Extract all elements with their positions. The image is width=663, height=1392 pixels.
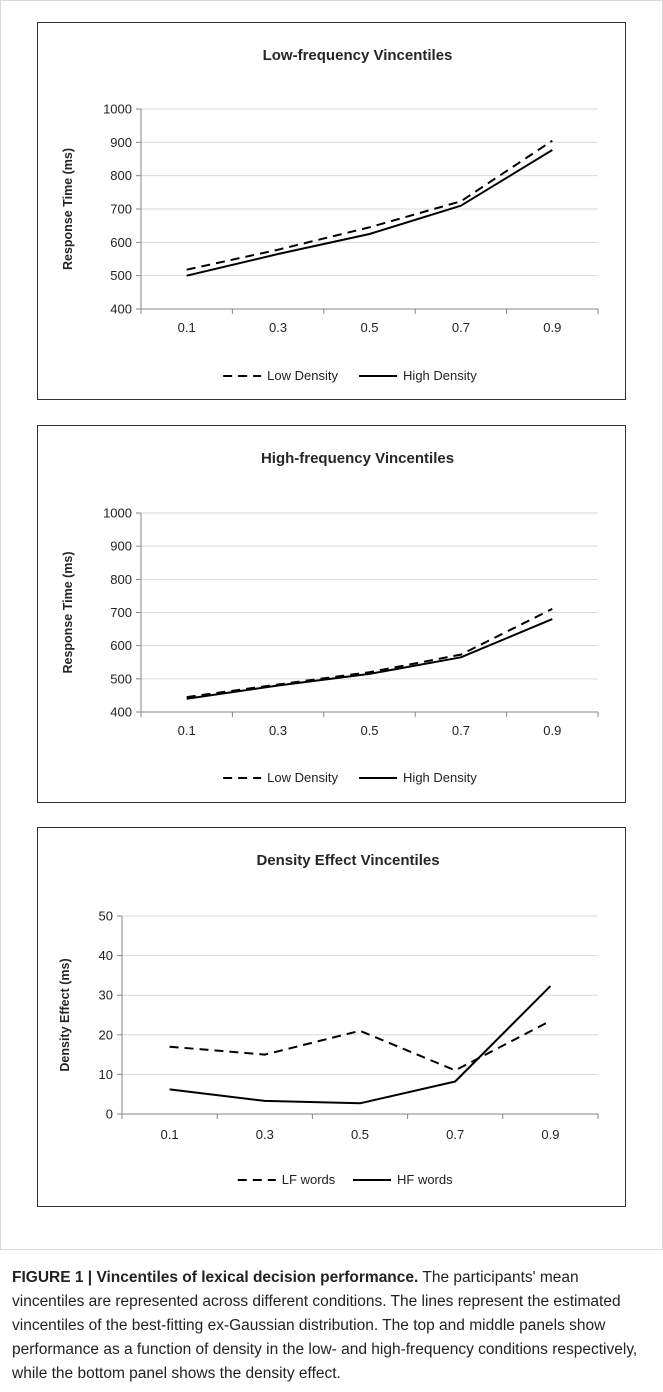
y-tick-label: 900 [110, 539, 132, 554]
x-tick-label: 0.7 [452, 723, 470, 738]
y-axis-label: Density Effect (ms) [58, 958, 72, 1071]
y-tick-label: 500 [110, 671, 132, 686]
figure-label: FIGURE 1 | [12, 1269, 97, 1286]
x-tick-label: 0.3 [256, 1127, 274, 1142]
y-axis-label: Response Time (ms) [61, 551, 75, 673]
y-tick-label: 0 [106, 1107, 113, 1122]
low-frequency-panel: Low-frequency Vincentiles 400 500 600 700 800… [37, 22, 626, 400]
figure-caption: FIGURE 1 | Vincentiles of lexical decisi… [12, 1266, 652, 1386]
y-tick-label: 20 [99, 1027, 113, 1042]
series-line-1 [186, 149, 553, 277]
chart-title: Low-frequency Vincentiles [263, 47, 453, 64]
density-effect-panel: Density Effect Vincentiles 0 10 20 30 40 50 0.1… [37, 827, 626, 1207]
y-tick-label: 1000 [103, 506, 132, 521]
y-axis-label: Response Time (ms) [61, 148, 75, 270]
figure-title: Vincentiles of lexical decision performa… [96, 1269, 419, 1286]
x-tick-label: 0.3 [269, 320, 287, 335]
y-tick-label: 900 [110, 135, 132, 150]
low-frequency-chart: Low-frequency Vincentiles 400 500 600 700 800… [61, 47, 599, 383]
legend-label: Low Density [267, 770, 338, 785]
x-tick-label: 0.1 [178, 723, 196, 738]
series-line-1 [169, 985, 552, 1105]
y-tick-label: 600 [110, 235, 132, 250]
y-tick-label: 30 [99, 988, 113, 1003]
chart-title: Density Effect Vincentiles [256, 852, 439, 869]
chart-title: High-frequency Vincentiles [261, 450, 454, 467]
x-tick-label: 0.5 [351, 1127, 369, 1142]
y-tick-label: 500 [110, 268, 132, 283]
high-frequency-panel: High-frequency Vincentiles 400 500 600 700 80… [37, 425, 626, 803]
x-tick-label: 0.1 [178, 320, 196, 335]
legend-label: LF words [282, 1172, 336, 1187]
x-tick-label: 0.7 [446, 1127, 464, 1142]
legend-label: Low Density [267, 368, 338, 383]
density-effect-chart: Density Effect Vincentiles 0 10 20 30 40 50 0.1… [58, 852, 599, 1187]
y-tick-label: 1000 [103, 102, 132, 117]
x-tick-label: 0.9 [543, 723, 561, 738]
x-tick-label: 0.7 [452, 320, 470, 335]
x-tick-label: 0.9 [543, 320, 561, 335]
series-line-1 [186, 618, 553, 700]
legend-label: High Density [403, 368, 477, 383]
y-tick-label: 700 [110, 202, 132, 217]
x-tick-label: 0.5 [360, 723, 378, 738]
figure-caption-body: The participants' mean vincentiles are r… [12, 1269, 638, 1382]
x-tick-label: 0.3 [269, 723, 287, 738]
legend-label: High Density [403, 770, 477, 785]
series-line-0 [169, 1020, 551, 1072]
series-line-0 [186, 608, 553, 699]
y-tick-label: 800 [110, 168, 132, 183]
y-tick-label: 800 [110, 572, 132, 587]
y-tick-label: 50 [99, 909, 113, 924]
y-tick-label: 10 [99, 1067, 113, 1082]
y-tick-label: 400 [110, 302, 132, 317]
high-frequency-chart: High-frequency Vincentiles 400 500 600 700 80… [61, 450, 599, 785]
legend-label: HF words [397, 1172, 453, 1187]
x-tick-label: 0.9 [541, 1127, 559, 1142]
y-tick-label: 40 [99, 948, 113, 963]
x-tick-label: 0.1 [161, 1127, 179, 1142]
y-tick-label: 600 [110, 638, 132, 653]
x-tick-label: 0.5 [360, 320, 378, 335]
series-line-0 [186, 139, 553, 271]
y-tick-label: 400 [110, 705, 132, 720]
y-tick-label: 700 [110, 605, 132, 620]
